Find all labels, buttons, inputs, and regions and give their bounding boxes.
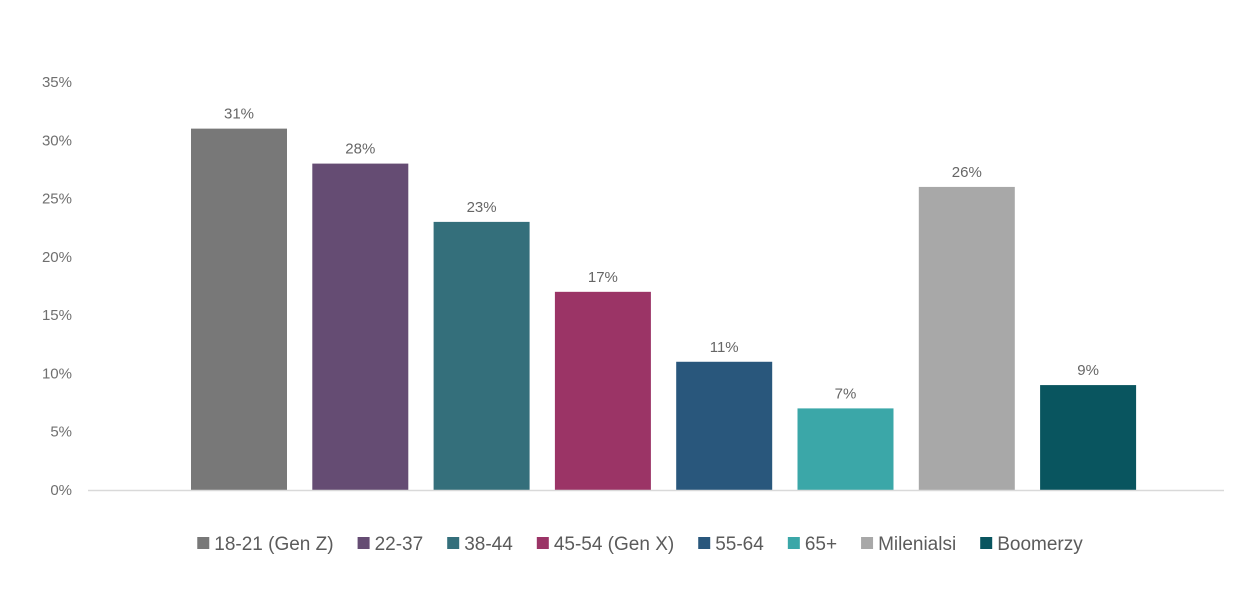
legend-swatch xyxy=(447,537,460,549)
y-tick-label: 0% xyxy=(50,482,72,499)
legend-swatch xyxy=(980,537,993,549)
legend-label: 55-64 xyxy=(715,534,764,555)
bar xyxy=(797,408,894,490)
legend-item: 18-21 (Gen Z) xyxy=(197,534,334,555)
bar xyxy=(676,361,773,490)
legend-item: 65+ xyxy=(787,534,837,555)
data-label: 26% xyxy=(952,164,982,181)
legend-label: 18-21 (Gen Z) xyxy=(214,534,333,555)
bar xyxy=(554,291,651,490)
legend-item: 22-37 xyxy=(357,534,424,555)
data-label: 17% xyxy=(588,269,618,286)
legend-item: 38-44 xyxy=(447,534,513,555)
data-labels: 31% 28% 23% 17% 11% 7% 26% 9% xyxy=(224,106,1099,403)
y-tick-label: 15% xyxy=(42,307,72,324)
legend-label: 22-37 xyxy=(375,534,424,555)
y-axis: 0% 5% 10% 15% 20% 25% 30% 35% xyxy=(42,74,72,499)
data-label: 28% xyxy=(345,141,375,158)
data-label: 11% xyxy=(710,339,739,356)
y-tick-label: 20% xyxy=(42,249,72,266)
legend: 18-21 (Gen Z) 22-37 38-44 45-54 (Gen X) 55-6… xyxy=(197,534,1083,555)
legend-label: Milenialsi xyxy=(878,534,956,555)
legend-swatch xyxy=(357,537,370,549)
y-tick-label: 30% xyxy=(42,132,72,149)
bar xyxy=(433,221,530,490)
bar xyxy=(191,128,287,490)
legend-swatch xyxy=(536,537,549,549)
legend-label: 65+ xyxy=(805,534,837,555)
y-tick-label: 5% xyxy=(50,424,72,441)
legend-item: Boomerzy xyxy=(980,534,1083,555)
y-tick-label: 10% xyxy=(42,365,72,382)
bar xyxy=(918,186,1015,490)
legend-label: 45-54 (Gen X) xyxy=(554,534,674,555)
legend-label: Boomerzy xyxy=(997,534,1083,555)
data-label: 23% xyxy=(467,199,497,216)
y-tick-label: 25% xyxy=(42,191,72,208)
legend-item: 45-54 (Gen X) xyxy=(536,534,674,555)
data-label: 31% xyxy=(224,106,254,123)
legend-item: Milenialsi xyxy=(861,534,956,555)
legend-swatch xyxy=(197,537,210,549)
legend-swatch xyxy=(861,537,874,549)
bars xyxy=(191,128,1137,490)
bar xyxy=(1040,385,1137,490)
legend-swatch xyxy=(787,537,800,549)
data-label: 9% xyxy=(1077,362,1099,379)
legend-label: 38-44 xyxy=(464,534,513,555)
data-label: 7% xyxy=(835,385,857,402)
y-tick-label: 35% xyxy=(42,74,72,91)
legend-item: 55-64 xyxy=(698,534,764,555)
bar xyxy=(312,163,409,490)
legend-swatch xyxy=(698,537,711,549)
